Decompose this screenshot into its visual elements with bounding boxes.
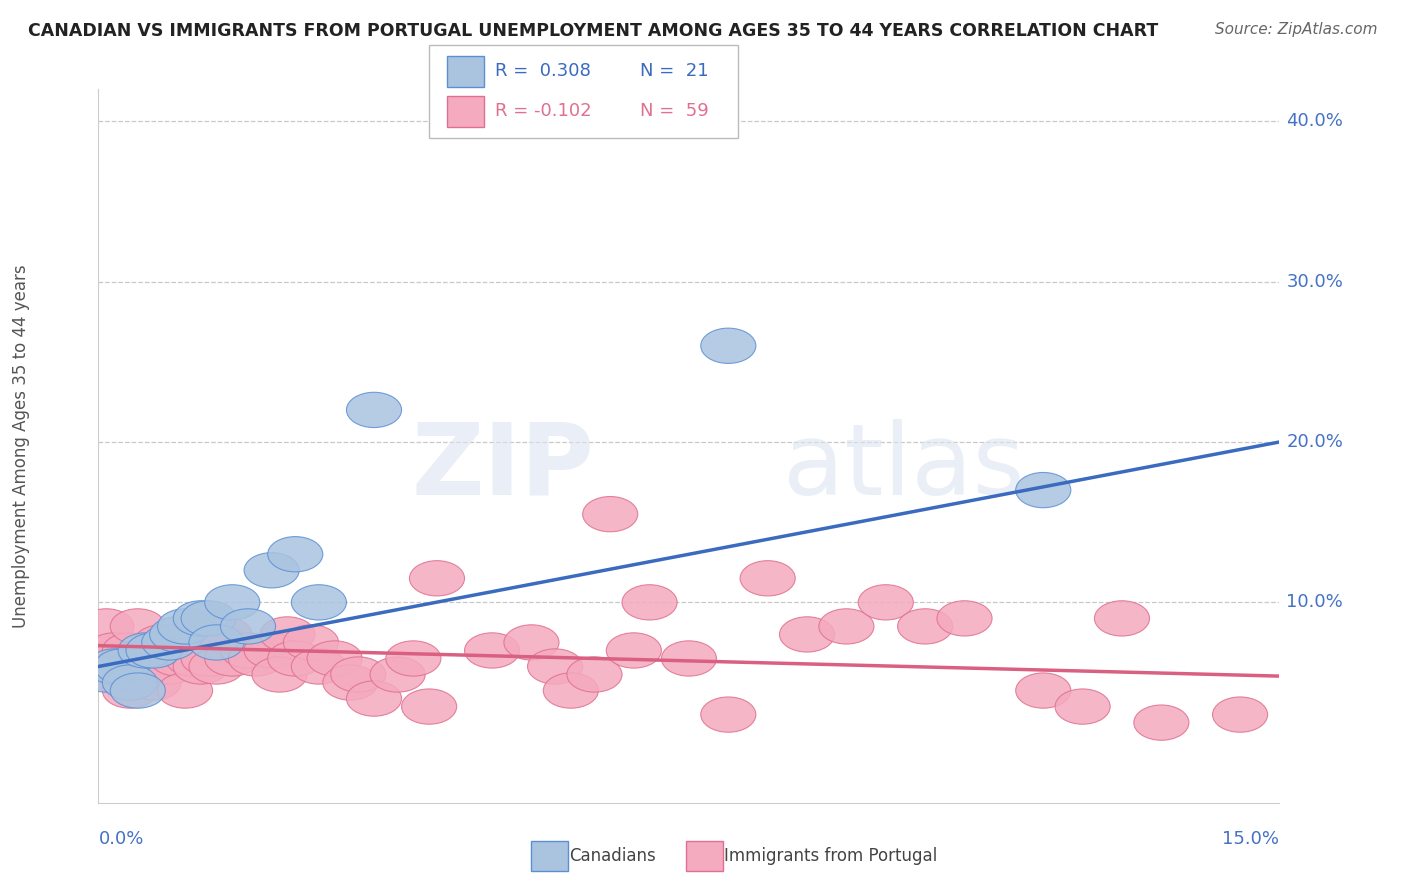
Ellipse shape — [228, 640, 284, 676]
Ellipse shape — [1133, 705, 1189, 740]
Ellipse shape — [221, 632, 276, 668]
Ellipse shape — [661, 640, 717, 676]
Ellipse shape — [70, 640, 127, 676]
Text: Immigrants from Portugal: Immigrants from Portugal — [724, 847, 938, 865]
Ellipse shape — [897, 608, 953, 644]
Ellipse shape — [252, 657, 307, 692]
Ellipse shape — [402, 689, 457, 724]
Ellipse shape — [543, 673, 599, 708]
Ellipse shape — [127, 640, 181, 676]
Text: Canadians: Canadians — [569, 847, 657, 865]
Ellipse shape — [142, 624, 197, 660]
Ellipse shape — [858, 585, 914, 620]
Ellipse shape — [267, 537, 323, 572]
Ellipse shape — [621, 585, 678, 620]
Ellipse shape — [118, 632, 173, 668]
Ellipse shape — [157, 608, 212, 644]
Text: Source: ZipAtlas.com: Source: ZipAtlas.com — [1215, 22, 1378, 37]
Ellipse shape — [330, 657, 385, 692]
Ellipse shape — [567, 657, 621, 692]
Ellipse shape — [173, 600, 228, 636]
Text: 10.0%: 10.0% — [1286, 593, 1343, 611]
Ellipse shape — [221, 608, 276, 644]
Ellipse shape — [323, 665, 378, 700]
Ellipse shape — [127, 665, 181, 700]
Ellipse shape — [103, 665, 157, 700]
Ellipse shape — [1015, 673, 1071, 708]
Ellipse shape — [260, 616, 315, 652]
Ellipse shape — [197, 616, 252, 652]
Ellipse shape — [205, 640, 260, 676]
Text: R =  0.308: R = 0.308 — [495, 62, 591, 80]
Ellipse shape — [181, 640, 236, 676]
Ellipse shape — [157, 673, 212, 708]
Ellipse shape — [103, 632, 157, 668]
Ellipse shape — [205, 585, 260, 620]
Ellipse shape — [166, 640, 221, 676]
Ellipse shape — [149, 616, 205, 652]
Text: N =  59: N = 59 — [640, 103, 709, 120]
Ellipse shape — [1054, 689, 1111, 724]
Ellipse shape — [307, 640, 363, 676]
Ellipse shape — [127, 632, 181, 668]
Ellipse shape — [284, 624, 339, 660]
Ellipse shape — [409, 561, 464, 596]
Ellipse shape — [79, 608, 134, 644]
Text: 30.0%: 30.0% — [1286, 273, 1343, 291]
Text: Unemployment Among Ages 35 to 44 years: Unemployment Among Ages 35 to 44 years — [13, 264, 30, 628]
Ellipse shape — [1015, 473, 1071, 508]
Ellipse shape — [527, 648, 582, 684]
Ellipse shape — [79, 657, 134, 692]
Text: atlas: atlas — [783, 419, 1025, 516]
Ellipse shape — [245, 632, 299, 668]
Ellipse shape — [818, 608, 875, 644]
Text: 20.0%: 20.0% — [1286, 433, 1343, 451]
Ellipse shape — [370, 657, 425, 692]
Ellipse shape — [188, 648, 245, 684]
Ellipse shape — [700, 328, 756, 363]
Ellipse shape — [118, 640, 173, 676]
Ellipse shape — [181, 600, 236, 636]
Ellipse shape — [173, 648, 228, 684]
Ellipse shape — [503, 624, 560, 660]
Ellipse shape — [267, 640, 323, 676]
Ellipse shape — [110, 608, 166, 644]
Ellipse shape — [134, 624, 188, 660]
Ellipse shape — [1094, 600, 1150, 636]
Text: CANADIAN VS IMMIGRANTS FROM PORTUGAL UNEMPLOYMENT AMONG AGES 35 TO 44 YEARS CORR: CANADIAN VS IMMIGRANTS FROM PORTUGAL UNE… — [28, 22, 1159, 40]
Ellipse shape — [94, 648, 149, 684]
Text: ZIP: ZIP — [412, 419, 595, 516]
Ellipse shape — [1212, 697, 1268, 732]
Ellipse shape — [606, 632, 661, 668]
Ellipse shape — [94, 648, 149, 684]
Ellipse shape — [87, 657, 142, 692]
Ellipse shape — [582, 497, 638, 532]
Ellipse shape — [87, 648, 142, 684]
Text: N =  21: N = 21 — [640, 62, 709, 80]
Ellipse shape — [110, 673, 166, 708]
Ellipse shape — [87, 632, 142, 668]
Ellipse shape — [110, 657, 166, 692]
Ellipse shape — [700, 697, 756, 732]
Text: 15.0%: 15.0% — [1222, 830, 1279, 847]
Ellipse shape — [385, 640, 441, 676]
Text: R = -0.102: R = -0.102 — [495, 103, 592, 120]
Ellipse shape — [346, 392, 402, 427]
Text: 40.0%: 40.0% — [1286, 112, 1343, 130]
Ellipse shape — [142, 648, 197, 684]
Text: 0.0%: 0.0% — [98, 830, 143, 847]
Ellipse shape — [291, 648, 346, 684]
Ellipse shape — [464, 632, 520, 668]
Ellipse shape — [779, 616, 835, 652]
Ellipse shape — [740, 561, 796, 596]
Ellipse shape — [103, 673, 157, 708]
Ellipse shape — [149, 640, 205, 676]
Ellipse shape — [188, 624, 245, 660]
Ellipse shape — [291, 585, 346, 620]
Ellipse shape — [936, 600, 993, 636]
Ellipse shape — [245, 553, 299, 588]
Ellipse shape — [346, 681, 402, 716]
